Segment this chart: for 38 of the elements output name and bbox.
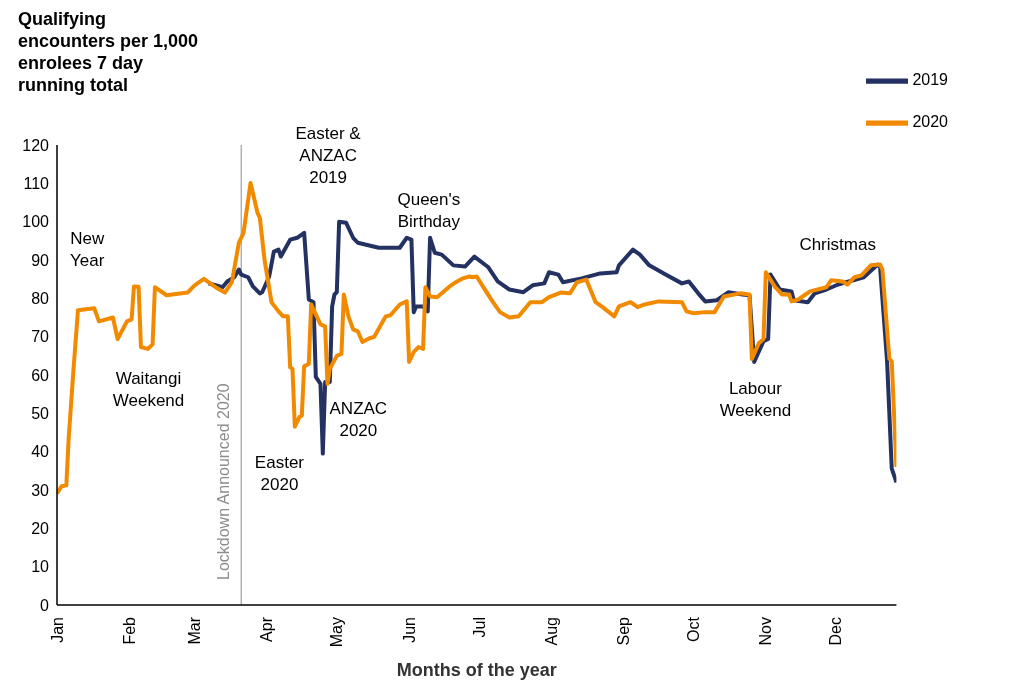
y-tick-label: 0 xyxy=(40,596,50,614)
y-tick-label: 120 xyxy=(22,136,50,154)
x-tick-label: May xyxy=(328,617,346,648)
legend-label: 2019 xyxy=(912,71,948,89)
annotation: Christmas xyxy=(799,234,876,254)
x-tick-label: Jul xyxy=(470,617,488,638)
y-tick-label: 90 xyxy=(31,251,50,269)
x-tick-label: Oct xyxy=(685,616,703,642)
x-tick-label: Dec xyxy=(827,617,845,646)
annotation: Easter & ANZAC 2019 xyxy=(295,123,362,187)
y-tick-label: 60 xyxy=(31,366,50,384)
y-tick-label: 40 xyxy=(31,443,50,461)
x-tick-label: Nov xyxy=(757,617,775,646)
x-tick-label: Aug xyxy=(542,617,560,646)
annotation: Waitangi Weekend xyxy=(112,368,185,410)
x-tick-label: Sep xyxy=(615,616,633,646)
x-tick-label: Feb xyxy=(120,616,138,645)
y-axis-title: Qualifying encounters per 1,000 enrolees 7 day running total xyxy=(18,8,200,96)
y-tick-label: 20 xyxy=(31,520,50,538)
y-tick-label: 10 xyxy=(31,558,50,576)
annotation: Easter 2020 xyxy=(254,452,305,494)
y-tick-label: 70 xyxy=(31,328,50,346)
x-axis-title: Months of the year xyxy=(396,660,557,680)
y-tick-label: 80 xyxy=(31,290,50,308)
x-tick-label: Apr xyxy=(258,616,276,642)
y-tick-label: 100 xyxy=(22,213,50,231)
legend-label: 2020 xyxy=(912,113,948,131)
annotation: ANZAC 2020 xyxy=(329,398,388,440)
annotation: New Year xyxy=(70,228,105,270)
y-tick-label: 30 xyxy=(31,481,50,499)
x-tick-label: Jan xyxy=(48,617,66,643)
y-tick-label: 50 xyxy=(31,405,50,423)
x-tick-label: Jun xyxy=(400,617,418,643)
y-tick-label: 110 xyxy=(23,175,50,193)
x-tick-label: Mar xyxy=(186,616,204,645)
annotation: Queen's Birthday xyxy=(397,189,461,231)
ref-line-label: Lockdown Announced 2020 xyxy=(215,383,233,580)
annotation: Labour Weekend xyxy=(719,378,792,420)
